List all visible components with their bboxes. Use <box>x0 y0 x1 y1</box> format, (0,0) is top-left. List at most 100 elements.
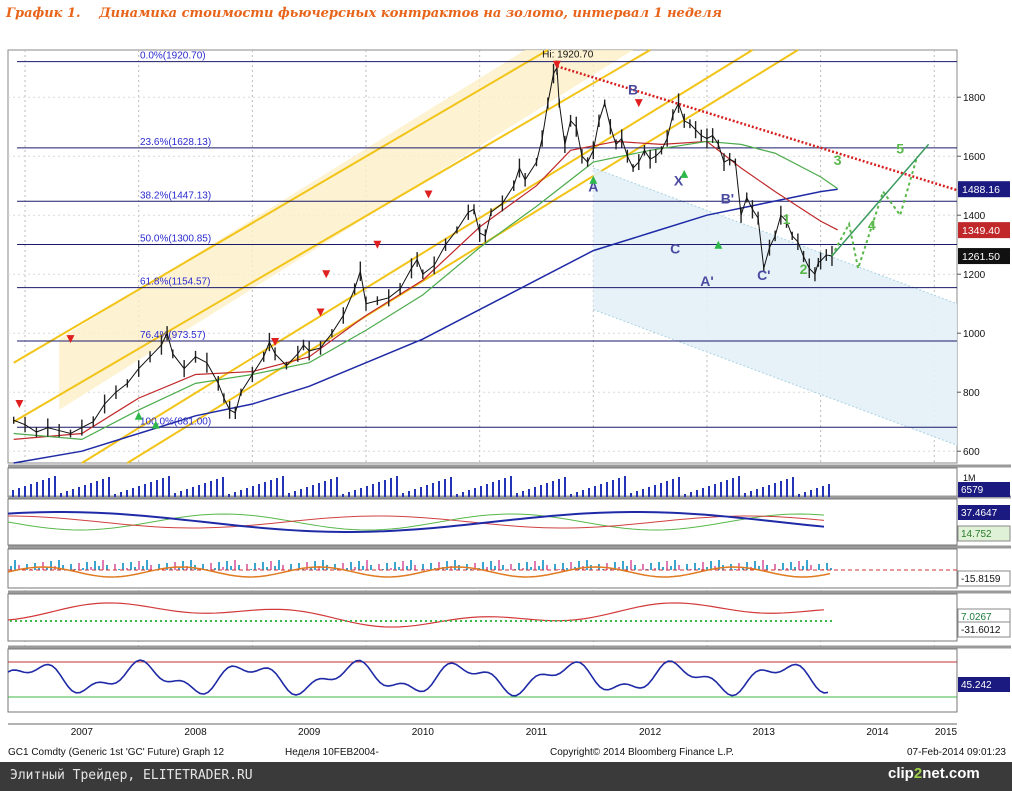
osc2-bar <box>450 566 452 570</box>
osc2-bar <box>102 560 104 570</box>
osc3-bar <box>215 620 217 622</box>
osc3-bar <box>245 620 247 622</box>
x-tick-label: 2009 <box>298 727 321 738</box>
y-tick-label: 600 <box>963 447 980 458</box>
volume-bar <box>360 488 362 497</box>
osc2-bar <box>810 565 812 570</box>
buy-signal-marker <box>714 240 723 249</box>
volume-bar <box>228 494 230 497</box>
osc3-bar <box>45 620 47 622</box>
osc3-bar <box>160 620 162 622</box>
osc3-bar <box>830 620 832 622</box>
osc2-bar <box>510 564 512 570</box>
volume-bar <box>546 483 548 497</box>
volume-bar <box>414 489 416 497</box>
osc2-bar <box>334 564 336 570</box>
osc3-bar <box>750 620 752 622</box>
osc2-bar <box>234 560 236 570</box>
volume-bar <box>60 493 62 497</box>
osc2-bar <box>438 562 440 570</box>
osc3-bar <box>725 620 727 622</box>
osc2-bar <box>114 564 116 570</box>
osc3-bar <box>450 620 452 622</box>
osc2-bar <box>246 564 248 570</box>
osc3-bar <box>335 620 337 622</box>
osc2-bar <box>370 565 372 570</box>
osc2-bar <box>218 562 220 570</box>
volume-bar <box>210 481 212 497</box>
osc3-bar <box>360 620 362 622</box>
osc2-bar <box>498 560 500 570</box>
volume-bar <box>576 492 578 497</box>
osc2-bar <box>534 561 536 570</box>
volume-bar <box>42 480 44 497</box>
volume-bar <box>474 488 476 497</box>
volume-bar <box>306 487 308 497</box>
osc3-bar <box>110 620 112 622</box>
volume-bar <box>390 478 392 497</box>
osc2-bar <box>526 562 528 570</box>
osc2-bar <box>82 568 84 570</box>
channel-line <box>13 49 651 423</box>
y-tick-label: 800 <box>963 388 980 399</box>
osc2-bar <box>126 568 128 570</box>
indicator-value: 6579 <box>961 485 984 496</box>
osc2-bar <box>446 561 448 570</box>
wave-label: 1 <box>783 211 791 227</box>
osc2-bar <box>654 568 656 570</box>
channel-line <box>126 49 799 464</box>
osc2-bar <box>210 563 212 570</box>
osc3-bar <box>40 620 42 622</box>
osc2-bar <box>186 566 188 570</box>
osc3-bar <box>740 620 742 622</box>
volume-bar <box>570 494 572 497</box>
osc2-bar <box>402 561 404 570</box>
x-tick-label: 2012 <box>639 727 662 738</box>
osc2-bar <box>250 569 252 570</box>
volume-bar <box>528 489 530 497</box>
volume-bar <box>636 491 638 497</box>
volume-bar <box>36 482 38 497</box>
volume-bar <box>192 487 194 497</box>
osc3-bar <box>260 620 262 622</box>
price-tag-bg <box>958 222 1010 239</box>
volume-bar <box>270 480 272 497</box>
y-tick-label: 1600 <box>963 152 986 163</box>
osc2-bar <box>130 562 132 570</box>
fib-level-label: 76.4%(973.57) <box>140 330 206 341</box>
oscillator-panel-3 <box>7 593 958 642</box>
volume-bar <box>792 477 794 497</box>
indicator-value: -15.8159 <box>961 574 1001 585</box>
wave-label: C <box>670 241 680 257</box>
osc3-bar <box>220 620 222 622</box>
osc3-bar <box>685 620 687 622</box>
indicator-tag-bg <box>958 505 1010 520</box>
volume-bar <box>126 490 128 497</box>
osc2-bar <box>282 565 284 570</box>
osc2-bar <box>742 568 744 570</box>
osc2-bar <box>706 567 708 570</box>
volume-bar <box>246 488 248 497</box>
osc3-bar <box>565 620 567 622</box>
buy-signal-marker <box>680 169 689 178</box>
osc2-bar <box>542 560 544 570</box>
osc3-bar <box>100 620 102 622</box>
volume-bar <box>666 481 668 497</box>
osc3-bar <box>600 620 602 622</box>
osc2-bar <box>482 562 484 570</box>
osc3-bar <box>785 620 787 622</box>
osc2-bar <box>390 568 392 570</box>
osc2-bar <box>378 564 380 570</box>
forecast-trend-line <box>831 143 930 257</box>
osc3-bar <box>825 620 827 622</box>
volume-bar <box>612 480 614 497</box>
volume-bar <box>672 479 674 497</box>
osc3-bar <box>760 620 762 622</box>
volume-bar <box>732 478 734 497</box>
volume-bar <box>96 481 98 497</box>
osc2-bar <box>314 561 316 570</box>
down-channel-shade <box>593 168 957 446</box>
osc2-bar <box>362 566 364 570</box>
osc2-bar <box>430 563 432 570</box>
osc3-bar <box>395 620 397 622</box>
